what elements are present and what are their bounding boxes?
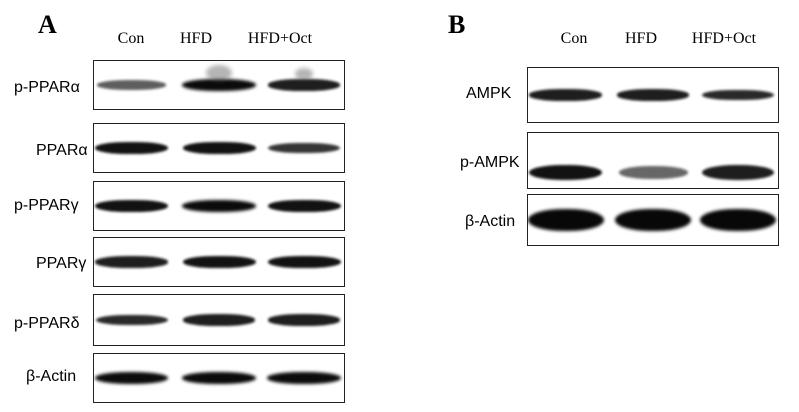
blot-band — [94, 372, 169, 384]
blot-band — [268, 142, 340, 154]
blot-label-b-actin-a: β-Actin — [26, 368, 77, 385]
blot-label-ppara: PPARα — [36, 142, 88, 159]
blot-band — [182, 142, 256, 154]
blot-band — [96, 80, 167, 90]
blot-band — [529, 164, 602, 181]
blot-band — [267, 314, 341, 326]
panel-a-lane-con: Con — [117, 30, 145, 47]
blot-pparg — [93, 237, 345, 287]
blot-label-pparg: PPARγ — [36, 255, 87, 272]
blot-band — [95, 314, 168, 326]
blot-label-p-ampk: p-AMPK — [460, 154, 520, 171]
blot-band — [616, 89, 690, 101]
blot-band — [267, 372, 341, 384]
blot-band — [182, 200, 256, 212]
blot-p-pparg — [93, 181, 345, 231]
blot-p-ppara — [93, 60, 345, 110]
blot-band — [528, 209, 604, 231]
blot-b-actin-b — [527, 194, 779, 246]
blot-ppara — [93, 123, 345, 173]
blot-smear — [295, 68, 313, 81]
blot-band — [95, 142, 168, 154]
blot-band — [182, 79, 256, 91]
blot-ampk — [527, 67, 779, 123]
blot-band — [618, 166, 688, 179]
blot-p-ampk — [527, 132, 779, 189]
panel-a-lane-hfd-oct: HFD+Oct — [247, 30, 313, 47]
panel-a-lane-hfd: HFD — [179, 30, 213, 47]
panel-b-lane-hfd-oct: HFD+Oct — [691, 30, 757, 47]
blot-band — [700, 209, 776, 231]
blot-smear — [206, 65, 232, 81]
blot-band — [702, 89, 774, 101]
blot-band — [267, 256, 341, 268]
blot-band — [267, 200, 341, 212]
blot-band — [701, 165, 775, 181]
blot-band — [267, 79, 341, 91]
panel-b-lane-con: Con — [560, 30, 588, 47]
blot-band — [95, 200, 168, 212]
blot-label-p-ppara: p-PPARα — [14, 79, 80, 96]
blot-band — [182, 256, 256, 268]
blot-label-b-actin-b: β-Actin — [465, 213, 516, 230]
blot-band — [529, 89, 602, 101]
blot-band — [95, 256, 168, 268]
blot-label-p-ppard: p-PPARδ — [14, 315, 80, 332]
blot-p-ppard — [93, 294, 345, 346]
panel-a-letter: A — [38, 10, 57, 39]
blot-band — [182, 372, 256, 384]
panel-b-letter: B — [448, 10, 466, 39]
blot-band — [615, 209, 691, 231]
blot-label-p-pparg: p-PPARγ — [14, 197, 79, 214]
blot-b-actin-a — [93, 353, 345, 403]
blot-label-ampk: AMPK — [466, 85, 512, 102]
blot-band — [182, 314, 256, 326]
panel-b-lane-hfd: HFD — [624, 30, 658, 47]
